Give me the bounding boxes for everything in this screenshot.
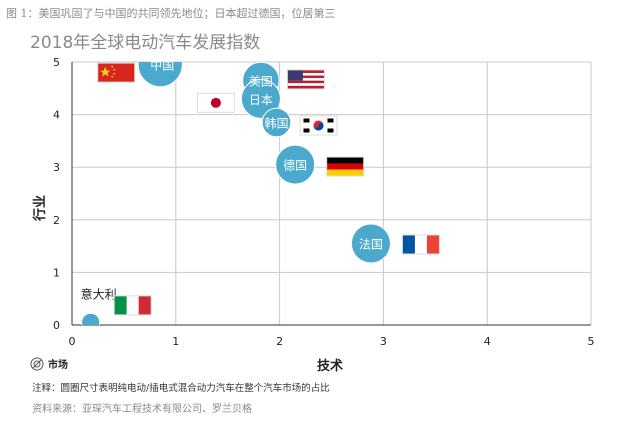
size-legend: 市场 [30,356,68,371]
x-tick-label: 1 [172,335,179,348]
bubble-point [261,107,292,138]
germany-flag-icon [326,156,365,177]
y-tick-label: 4 [53,109,60,122]
bubbles [81,62,391,325]
bubble-point [137,62,183,88]
x-tick-label: 3 [380,335,387,348]
y-tick-label: 3 [53,161,60,174]
bubble-point [350,223,391,264]
bubble-point [275,144,316,185]
source-text: 资料来源：亚琛汽车工程技术有限公司、罗兰贝格 [32,404,252,415]
italy-flag-icon [113,295,152,316]
x-tick-label: 5 [588,335,595,348]
bubble-size-icon [30,357,44,370]
figure-caption: 图 1：美国巩固了与中国的共同领先地位；日本超过德国，位居第三 [6,7,336,20]
bubble-point [81,312,101,325]
china-flag-icon [97,62,136,83]
bubble-label: 中国 [150,58,174,73]
x-axis-title: 技术 [317,358,343,374]
axes: 0 1 2 3 4 5 0 1 2 3 4 5 技术 行业 [32,56,595,374]
y-tick-label: 2 [53,214,60,227]
x-tick-label: 4 [484,335,491,348]
japan-flag-icon [196,92,235,113]
korea-flag-icon [299,115,338,136]
chart-note: 注释：圆圈尺寸表明纯电动/插电式混合动力汽车在整个汽车市场的占比 [32,383,330,394]
x-tick-label: 0 [69,335,76,348]
grid-lines [72,61,592,325]
bubble-point [240,78,281,119]
bubble-label: 日本 [249,93,273,107]
bubble-label: 意大利 [81,286,117,301]
y-tick-label: 0 [53,319,60,332]
chart-title: 2018年全球电动汽车发展指数 [30,33,261,53]
x-tick-label: 2 [276,335,283,348]
usa-flag-icon [286,69,325,90]
legend-label: 市场 [48,360,68,371]
france-flag-icon [401,234,440,255]
y-tick-label: 5 [53,56,60,69]
y-axis-title: 行业 [32,195,48,222]
y-tick-label: 1 [53,266,60,279]
bubble-label: 德国 [283,158,307,173]
flags [97,62,440,316]
bubble-label: 法国 [359,237,383,251]
bubble-label: 美国 [249,74,273,88]
bubble-label: 韩国 [264,115,288,130]
